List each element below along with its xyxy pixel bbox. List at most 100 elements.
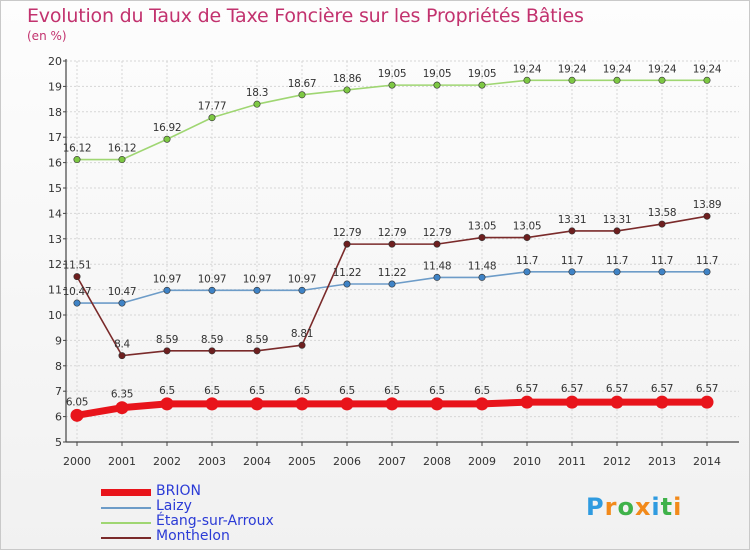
data-label-monthelon: 8.81 xyxy=(291,328,313,340)
data-label-brion: 6.5 xyxy=(339,385,355,397)
data-point-brion xyxy=(610,395,624,409)
legend-label-etang: Étang-sur-Arroux xyxy=(156,513,274,529)
x-tick-label: 2006 xyxy=(333,455,361,468)
data-point-laizy xyxy=(478,273,486,281)
data-point--tang-sur-arroux xyxy=(613,76,621,84)
x-tick-label: 2000 xyxy=(63,455,91,468)
data-point-brion xyxy=(340,397,354,411)
y-tick-label: 6 xyxy=(55,411,62,424)
data-point-brion xyxy=(250,397,264,411)
data-point-laizy xyxy=(433,273,441,281)
data-label-monthelon: 13.05 xyxy=(468,221,497,233)
y-tick-label: 9 xyxy=(55,334,62,347)
data-point-laizy xyxy=(253,286,261,294)
x-tick-label: 2008 xyxy=(423,455,451,468)
data-point-monthelon xyxy=(163,347,171,355)
data-label-laizy: 11.7 xyxy=(651,255,673,267)
logo-letter: r xyxy=(604,493,618,521)
legend-swatch-monthelon xyxy=(101,537,151,539)
data-label-brion: 6.57 xyxy=(561,383,583,395)
data-point-brion xyxy=(205,397,219,411)
data-label-laizy: 11.22 xyxy=(333,267,362,279)
y-tick-label: 19 xyxy=(48,80,62,93)
data-point--tang-sur-arroux xyxy=(703,76,711,84)
data-point-monthelon xyxy=(253,347,261,355)
data-label-monthelon: 8.59 xyxy=(156,334,178,346)
logo-letter: o xyxy=(617,493,635,521)
data-point-monthelon xyxy=(703,212,711,220)
x-tick-label: 2003 xyxy=(198,455,226,468)
data-point--tang-sur-arroux xyxy=(73,156,81,164)
x-tick-label: 2011 xyxy=(558,455,586,468)
legend-label-monthelon: Monthelon xyxy=(156,528,230,544)
data-label-laizy: 11.48 xyxy=(423,260,452,272)
data-label-monthelon: 8.59 xyxy=(246,334,268,346)
series-layer xyxy=(70,76,714,422)
data-point-brion xyxy=(700,395,714,409)
data-label--tang-sur-arroux: 19.05 xyxy=(378,68,407,80)
data-label-monthelon: 13.89 xyxy=(693,199,722,211)
data-point--tang-sur-arroux xyxy=(478,81,486,89)
x-tick-label: 2005 xyxy=(288,455,316,468)
data-label-layer: 10.47 10.47 10.97 10.97 10.97 10.97 11.22 11.22… xyxy=(63,63,722,408)
logo-letter: i xyxy=(673,493,683,521)
data-label-brion: 6.35 xyxy=(111,389,133,401)
data-label-brion: 6.57 xyxy=(516,383,538,395)
logo-letter: i xyxy=(651,493,661,521)
data-point-laizy xyxy=(343,280,351,288)
x-tick-label: 2012 xyxy=(603,455,631,468)
y-tick-label: 12 xyxy=(48,258,62,271)
data-label-brion: 6.5 xyxy=(384,385,400,397)
y-tick-label: 14 xyxy=(48,207,62,220)
data-label-brion: 6.5 xyxy=(294,385,310,397)
data-point-monthelon xyxy=(118,352,126,360)
x-tick-label: 2002 xyxy=(153,455,181,468)
data-label-laizy: 11.22 xyxy=(378,267,407,279)
data-label-laizy: 10.97 xyxy=(153,273,182,285)
data-point-monthelon xyxy=(478,234,486,242)
data-point-brion xyxy=(475,397,489,411)
logo-letter: P xyxy=(586,493,605,521)
legend-swatch-etang xyxy=(101,522,151,524)
data-label--tang-sur-arroux: 16.92 xyxy=(153,122,182,134)
data-point--tang-sur-arroux xyxy=(253,100,261,108)
y-tick-label: 17 xyxy=(48,131,62,144)
data-point-brion xyxy=(520,395,534,409)
data-label--tang-sur-arroux: 19.24 xyxy=(648,63,677,75)
data-point--tang-sur-arroux xyxy=(163,135,171,143)
data-point-laizy xyxy=(73,299,81,307)
axis-layer: 5 6 7 8 9 10 11 12 13 14 15 16 17 18 19 20 2000 2001 2002 2… xyxy=(48,55,739,468)
data-label-laizy: 10.47 xyxy=(108,286,137,298)
x-tick-label: 2004 xyxy=(243,455,271,468)
data-label--tang-sur-arroux: 17.77 xyxy=(198,101,227,113)
data-label--tang-sur-arroux: 18.3 xyxy=(246,87,268,99)
x-tick-label: 2001 xyxy=(108,455,136,468)
logo-letter: x xyxy=(634,493,652,521)
data-label-monthelon: 13.58 xyxy=(648,207,677,219)
proxiti-logo: Proxiti xyxy=(586,493,682,521)
y-tick-label: 15 xyxy=(48,182,62,195)
x-tick-label: 2013 xyxy=(648,455,676,468)
legend-label-laizy: Laizy xyxy=(156,498,192,514)
data-label-laizy: 11.7 xyxy=(516,255,538,267)
data-point-laizy xyxy=(208,286,216,294)
data-point-laizy xyxy=(523,268,531,276)
data-label--tang-sur-arroux: 18.67 xyxy=(288,78,317,90)
data-label-laizy: 10.97 xyxy=(198,273,227,285)
data-point-brion xyxy=(385,397,399,411)
data-label-monthelon: 13.31 xyxy=(558,214,587,226)
data-point--tang-sur-arroux xyxy=(298,91,306,99)
data-label-brion: 6.5 xyxy=(204,385,220,397)
data-point-monthelon xyxy=(568,227,576,235)
data-label--tang-sur-arroux: 19.24 xyxy=(693,63,722,75)
y-tick-label: 18 xyxy=(48,106,62,119)
data-point-brion xyxy=(655,395,669,409)
data-label--tang-sur-arroux: 19.05 xyxy=(468,68,497,80)
y-tick-label: 20 xyxy=(48,55,62,68)
data-point-brion xyxy=(565,395,579,409)
y-tick-label: 16 xyxy=(48,157,62,170)
y-tick-label: 13 xyxy=(48,233,62,246)
grid-layer xyxy=(66,60,739,443)
data-point-brion xyxy=(295,397,309,411)
